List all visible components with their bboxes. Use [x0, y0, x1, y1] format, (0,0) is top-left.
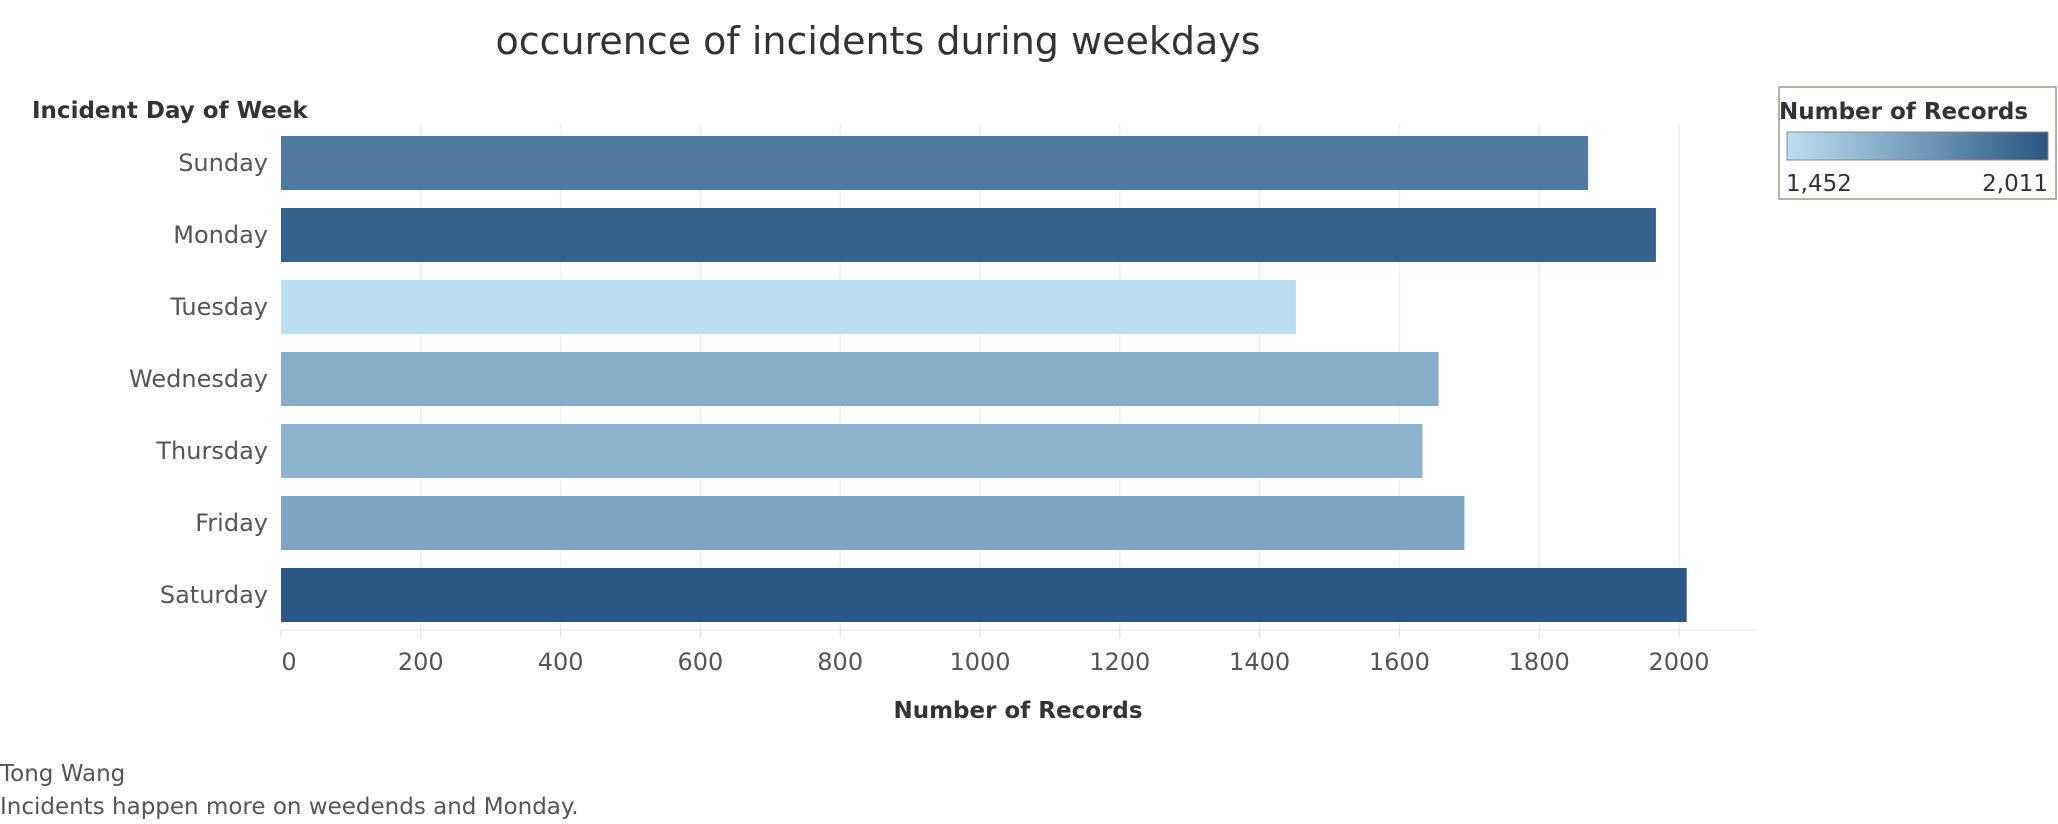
legend-min-label: 1,452	[1786, 171, 1852, 197]
note-caption: Incidents happen more on weedends and Mo…	[0, 794, 579, 820]
x-axis-ticks: 0 200 400 600 800 1000 1200 1400 1600 1800 2000	[280, 630, 1710, 676]
bar-saturday	[281, 568, 1687, 622]
category-label-sunday: Sunday	[178, 149, 268, 177]
x-tick-label: 200	[398, 648, 444, 676]
x-tick-label: 600	[677, 648, 723, 676]
x-tick-label: 800	[817, 648, 863, 676]
bar-friday	[281, 496, 1465, 550]
x-tick-label: 400	[538, 648, 584, 676]
x-tick-label: 0	[281, 648, 296, 676]
x-tick-label: 1400	[1229, 648, 1290, 676]
x-tick-label: 1000	[949, 648, 1010, 676]
bar-tuesday	[281, 280, 1296, 334]
category-label-monday: Monday	[173, 221, 268, 249]
x-tick-label: 1800	[1509, 648, 1570, 676]
category-labels: Sunday Monday Tuesday Wednesday Thursday Frid…	[129, 149, 268, 609]
bar-thursday	[281, 424, 1423, 478]
category-label-wednesday: Wednesday	[129, 365, 268, 393]
legend-max-label: 2,011	[1982, 171, 2048, 197]
bars	[281, 136, 1687, 622]
x-tick-label: 1600	[1369, 648, 1430, 676]
bar-wednesday	[281, 352, 1439, 406]
x-tick-label: 1200	[1089, 648, 1150, 676]
chart-title: occurence of incidents during weekdays	[495, 19, 1260, 63]
bar-sunday	[281, 136, 1589, 190]
author-caption: Tong Wang	[0, 761, 126, 787]
x-tick-label: 2000	[1648, 648, 1709, 676]
color-legend: Number of Records 1,452 2,011	[1778, 86, 2057, 200]
bar-monday	[281, 208, 1656, 262]
y-axis-title: Incident Day of Week	[32, 98, 308, 124]
x-axis-title: Number of Records	[893, 698, 1142, 724]
category-label-thursday: Thursday	[155, 437, 268, 465]
legend-gradient-bar	[1786, 131, 2049, 161]
category-label-tuesday: Tuesday	[169, 293, 268, 321]
category-label-saturday: Saturday	[160, 581, 268, 609]
legend-title: Number of Records	[1779, 99, 2028, 125]
category-label-friday: Friday	[195, 509, 268, 537]
